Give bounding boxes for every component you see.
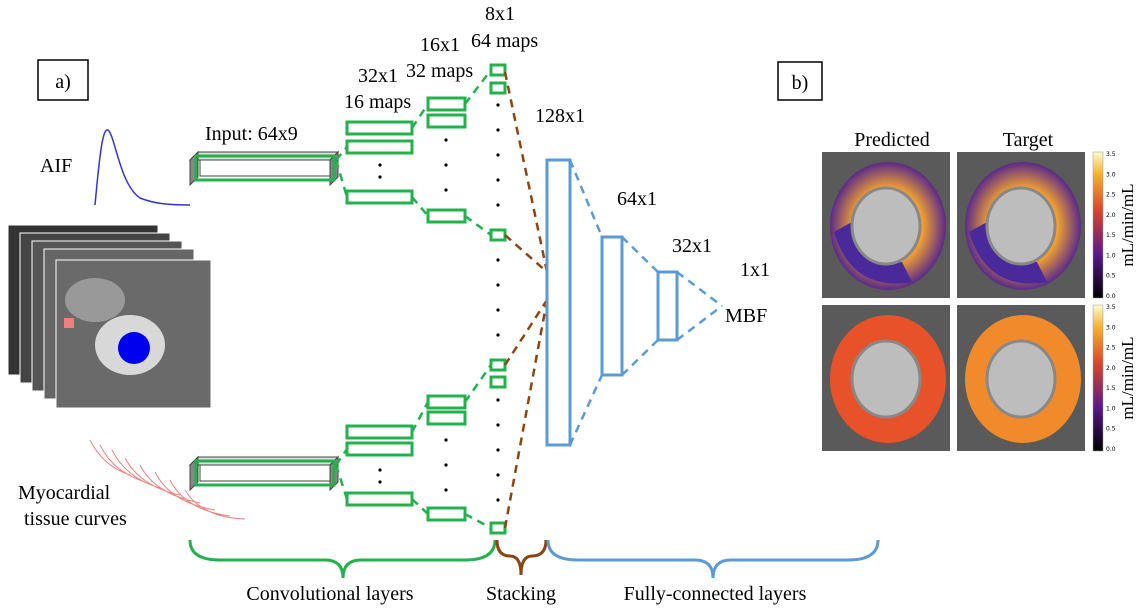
stacking-lines xyxy=(503,71,549,529)
fc2-label: 64x1 xyxy=(617,188,657,210)
group-label: Fully-connected layers xyxy=(624,583,807,605)
colorbar-tick: 3.5 xyxy=(1106,304,1116,311)
group-label: Convolutional layers xyxy=(246,583,413,605)
aif-curve xyxy=(94,129,191,206)
colorbar-tick: 3.5 xyxy=(1106,151,1116,158)
conv1-maps: 16 maps xyxy=(344,91,411,113)
panel-label: a) xyxy=(55,71,71,93)
colorbar-tick: 0.5 xyxy=(1106,426,1116,433)
blood-pool xyxy=(985,186,1057,266)
colorbar-unit: mL/min/mL xyxy=(1118,336,1137,419)
brace xyxy=(495,539,548,576)
fc1-label: 128x1 xyxy=(535,105,585,127)
fc3-label: 32x1 xyxy=(672,235,712,257)
brace xyxy=(546,539,880,579)
conv3-maps: 64 maps xyxy=(471,30,538,52)
brace xyxy=(188,539,497,579)
colorbar-tick: 0.5 xyxy=(1106,273,1116,280)
conv-layers xyxy=(334,63,507,535)
blood-pool xyxy=(985,339,1057,419)
colorbar xyxy=(1092,151,1104,299)
colorbar-tick: 3.0 xyxy=(1106,171,1116,178)
conv3-size: 8x1 xyxy=(485,3,515,25)
colorbar-tick: 1.5 xyxy=(1106,385,1116,392)
colorbar-tick: 2.5 xyxy=(1106,345,1116,352)
input-box-top xyxy=(188,150,340,187)
conv2-maps: 32 maps xyxy=(406,60,473,82)
column-label: Predicted xyxy=(854,129,930,151)
input-box-bottom xyxy=(188,455,340,492)
tissue-label: Myocardial xyxy=(18,482,111,504)
column-label: Target xyxy=(1003,129,1054,151)
fc-layers xyxy=(545,158,723,447)
panel-label: b) xyxy=(792,72,809,94)
output-size: 1x1 xyxy=(740,259,770,281)
colorbar-tick: 3.0 xyxy=(1106,324,1116,331)
tissue-curves xyxy=(89,439,246,520)
colorbar xyxy=(1092,304,1104,452)
colorbar-tick: 0.0 xyxy=(1106,446,1116,453)
perfusion-maps: 3.5 3.0 2.5 2.0 1.5 1.0 0.5 0.0 mL/min/mL 3.5 3.0 2… xyxy=(822,151,1137,453)
conv2-size: 16x1 xyxy=(420,34,460,56)
input-label: Input: 64x9 xyxy=(205,123,298,145)
colorbar-tick: 0.0 xyxy=(1106,293,1116,300)
colorbar-tick: 2.0 xyxy=(1106,212,1116,219)
colorbar-tick: 1.0 xyxy=(1106,252,1116,259)
tissue-label: tissue curves xyxy=(24,508,127,530)
group-label: Stacking xyxy=(486,583,556,605)
blood-pool xyxy=(850,186,922,266)
image-stack xyxy=(7,224,212,409)
aif-label: AIF xyxy=(40,155,72,177)
label-box xyxy=(37,59,89,101)
conv1-size: 32x1 xyxy=(358,65,398,87)
colorbar-tick: 2.5 xyxy=(1106,192,1116,199)
output-label: MBF xyxy=(725,305,767,327)
label-box xyxy=(777,61,823,101)
colorbar-tick: 1.5 xyxy=(1106,232,1116,239)
colorbar-tick: 1.0 xyxy=(1106,405,1116,412)
blood-pool xyxy=(850,339,922,419)
colorbar-tick: 2.0 xyxy=(1106,365,1116,372)
colorbar-unit: mL/min/mL xyxy=(1118,183,1137,266)
